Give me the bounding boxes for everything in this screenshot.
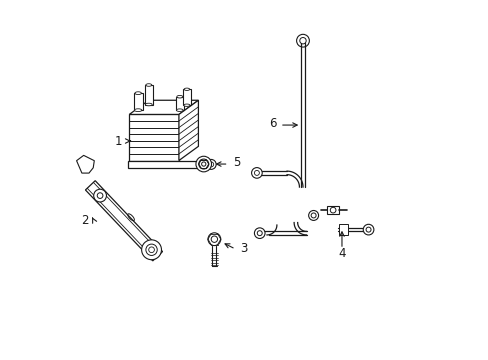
Circle shape bbox=[206, 159, 216, 169]
Text: 1: 1 bbox=[115, 135, 122, 148]
Polygon shape bbox=[127, 161, 205, 168]
Polygon shape bbox=[129, 100, 198, 114]
Text: 2: 2 bbox=[81, 214, 88, 227]
Circle shape bbox=[363, 224, 373, 235]
Circle shape bbox=[254, 228, 264, 238]
Circle shape bbox=[296, 34, 309, 47]
Text: 4: 4 bbox=[338, 247, 345, 260]
Ellipse shape bbox=[177, 95, 183, 98]
Ellipse shape bbox=[145, 84, 151, 86]
Polygon shape bbox=[339, 224, 347, 235]
Ellipse shape bbox=[145, 103, 152, 106]
Polygon shape bbox=[133, 93, 142, 110]
Circle shape bbox=[207, 233, 220, 246]
Ellipse shape bbox=[135, 92, 141, 95]
Circle shape bbox=[198, 159, 208, 169]
Polygon shape bbox=[129, 114, 179, 161]
Polygon shape bbox=[85, 181, 162, 261]
Polygon shape bbox=[77, 156, 94, 173]
Text: 5: 5 bbox=[233, 156, 240, 169]
Ellipse shape bbox=[183, 104, 190, 107]
Polygon shape bbox=[144, 85, 153, 104]
Ellipse shape bbox=[184, 88, 189, 90]
Text: 3: 3 bbox=[240, 242, 247, 255]
Circle shape bbox=[196, 156, 211, 172]
Ellipse shape bbox=[176, 109, 183, 112]
Polygon shape bbox=[326, 206, 339, 215]
Polygon shape bbox=[179, 100, 198, 161]
Circle shape bbox=[308, 211, 318, 220]
Circle shape bbox=[251, 168, 262, 178]
Polygon shape bbox=[183, 89, 190, 105]
Circle shape bbox=[94, 189, 106, 202]
Polygon shape bbox=[175, 97, 183, 110]
Text: 6: 6 bbox=[268, 117, 276, 130]
Circle shape bbox=[142, 240, 161, 260]
Ellipse shape bbox=[134, 109, 142, 112]
